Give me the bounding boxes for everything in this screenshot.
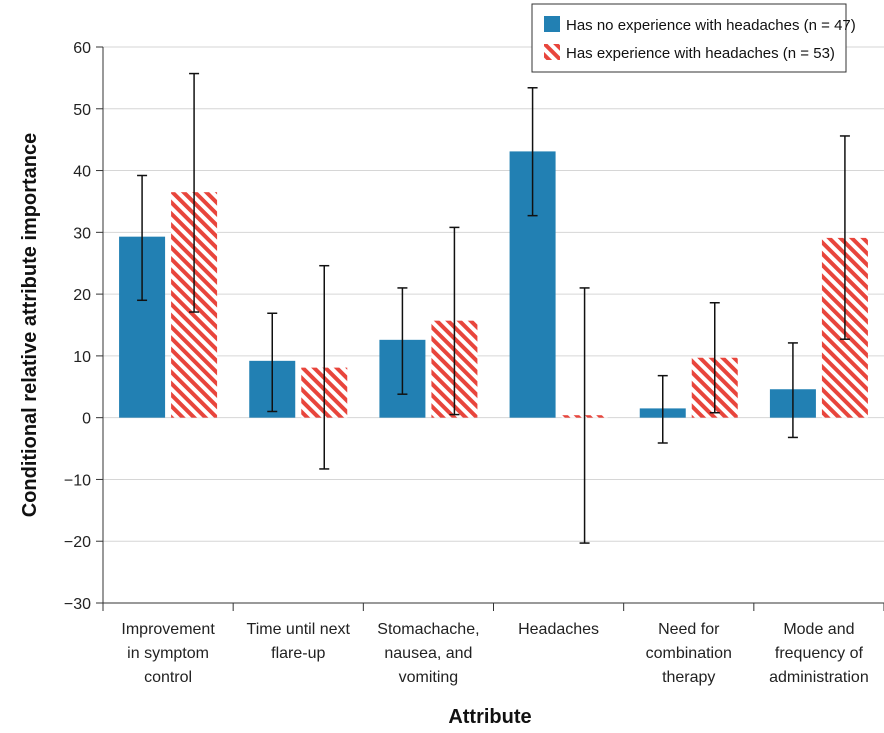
y-tick-label: 60 xyxy=(73,40,91,57)
x-axis-title: Attribute xyxy=(448,706,531,728)
x-category-label-line: Mode and xyxy=(783,621,854,638)
y-tick-label: −10 xyxy=(64,472,91,489)
y-tick-label: 50 xyxy=(73,102,91,119)
bars xyxy=(119,72,868,544)
x-category-label-line: Improvement xyxy=(121,621,215,638)
y-tick-label: −20 xyxy=(64,534,91,551)
x-category-label-line: Time until next xyxy=(247,621,351,638)
y-axis-title: Conditional relative attribute importanc… xyxy=(19,133,41,518)
x-category-label: Stomachache, nausea, and vomiting xyxy=(377,621,479,686)
x-category-label: Headaches xyxy=(518,621,599,638)
tick-labels: 60 50 40 30 20 10 0 −10 −20 −30 Improvement in symp… xyxy=(64,40,869,686)
x-category-label-line: nausea, and xyxy=(384,645,472,662)
legend-swatch-experience xyxy=(544,44,560,60)
legend-box xyxy=(531,3,847,73)
x-category-label-line: Stomachache, xyxy=(377,621,479,638)
legend-label-experience: Has experience with headaches (n = 53) xyxy=(566,45,835,62)
y-tick-label: 30 xyxy=(73,225,91,242)
x-category-label-line: Need for xyxy=(658,621,720,638)
x-category-label-line: flare-up xyxy=(271,645,325,662)
x-category-label: Need for combination therapy xyxy=(646,621,732,686)
y-tick-label: 20 xyxy=(73,287,91,304)
legend-label-no-experience: Has no experience with headaches (n = 47… xyxy=(566,17,856,34)
y-tick-label: −30 xyxy=(64,596,91,613)
x-category-label-line: control xyxy=(144,669,192,686)
x-category-label-line: therapy xyxy=(662,669,715,686)
x-category-label-line: in symptom xyxy=(127,645,209,662)
y-tick-label: 0 xyxy=(82,411,91,428)
x-category-label-line: administration xyxy=(769,669,869,686)
x-category-label: Mode and frequency of administration xyxy=(769,621,869,686)
legend: Has no experience with headaches (n = 47… xyxy=(531,3,856,73)
legend-swatch-no-experience xyxy=(544,16,560,32)
y-tick-label: 40 xyxy=(73,164,91,181)
x-category-label-line: frequency of xyxy=(775,645,864,662)
x-category-label-line: combination xyxy=(646,645,732,662)
gridlines xyxy=(103,46,884,542)
y-tick-label: 10 xyxy=(73,349,91,366)
x-category-label: Improvement in symptom control xyxy=(121,621,215,686)
x-category-label-line: vomiting xyxy=(399,669,459,686)
axes xyxy=(96,46,884,611)
x-category-label: Time until next flare-up xyxy=(247,621,351,662)
x-category-label-line: Headaches xyxy=(518,621,599,638)
